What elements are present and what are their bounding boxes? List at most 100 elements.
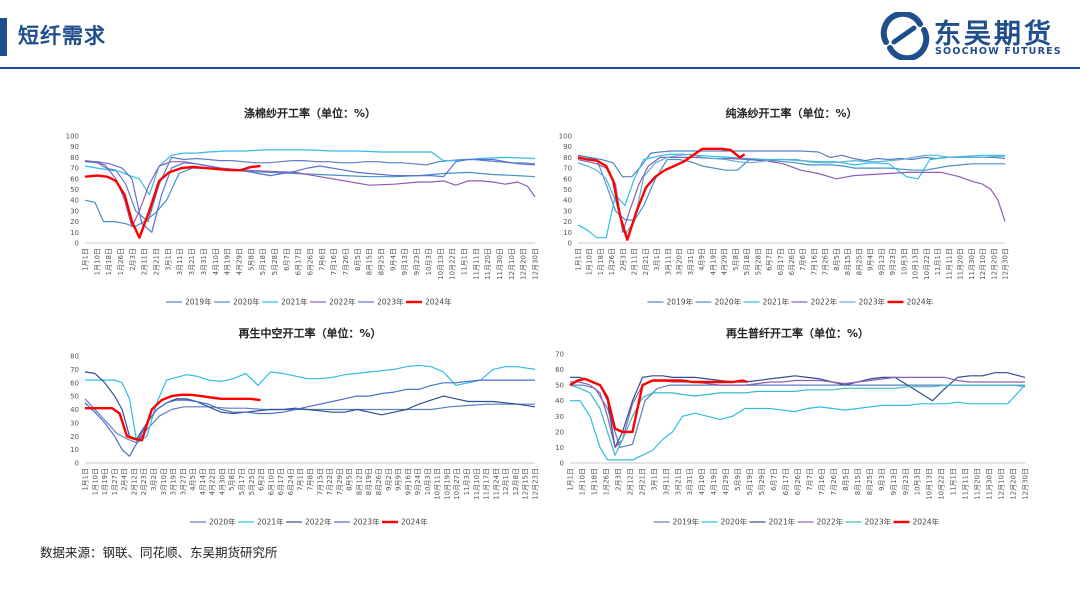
x-tick-label: 9月16日 bbox=[404, 468, 412, 495]
legend-label: 2023年 bbox=[377, 297, 404, 307]
x-tick-label: 10月3日 bbox=[900, 248, 908, 275]
y-tick-label: 30 bbox=[70, 207, 79, 215]
y-tick-label: 60 bbox=[70, 379, 79, 387]
legend-label: 2020年 bbox=[209, 517, 236, 527]
y-tick-label: 0 bbox=[560, 460, 564, 468]
x-tick-label: 7月8日 bbox=[307, 468, 315, 491]
legend-label: 2020年 bbox=[715, 297, 742, 307]
y-tick-label: 70 bbox=[563, 165, 572, 173]
x-tick-label: 9月2日 bbox=[385, 468, 393, 491]
x-tick-label: 11月17日 bbox=[483, 468, 491, 500]
x-tick-label: 2月21日 bbox=[153, 248, 161, 275]
legend-label: 2019年 bbox=[667, 297, 694, 307]
y-tick-label: 10 bbox=[555, 444, 564, 452]
x-tick-label: 12月30日 bbox=[532, 248, 540, 280]
chart-polyester-cotton-yarn: 涤棉纱开工率（单位：%） 0 10 20 30 40 50 60 70 80 90 100 1月1日 1月… bbox=[40, 98, 540, 313]
x-tick-label: 6月7日 bbox=[766, 248, 774, 271]
x-tick-label: 7月15日 bbox=[316, 468, 324, 495]
chart-title: 再生中空开工率（单位：%） bbox=[238, 326, 381, 340]
legend-label: 2019年 bbox=[673, 517, 700, 527]
y-tick-label: 70 bbox=[70, 165, 79, 173]
x-tick-label: 11月24日 bbox=[492, 468, 500, 500]
x-tick-label: 12月30日 bbox=[1022, 468, 1030, 500]
x-tick-label: 5月25日 bbox=[248, 468, 256, 495]
x-tick-label: 12月23日 bbox=[532, 468, 540, 500]
y-tick-label: 0 bbox=[568, 240, 572, 248]
x-tick-label: 1月10日 bbox=[91, 468, 99, 495]
y-tick-label: 0 bbox=[75, 240, 79, 248]
legend-label: 2021年 bbox=[763, 297, 790, 307]
legend-label: 2024年 bbox=[401, 517, 428, 527]
x-tick-label: 8月5日 bbox=[354, 248, 362, 271]
chart-pure-polyester-yarn: 纯涤纱开工率（单位：%） 0 10 20 30 40 50 60 70 80 90 100 1月1日 1月… bbox=[540, 98, 1040, 313]
series-line bbox=[85, 364, 536, 444]
x-tick-label: 6月10日 bbox=[267, 468, 275, 495]
x-tick-label: 12月30日 bbox=[1002, 248, 1010, 280]
x-tick-label: 11月20日 bbox=[974, 468, 982, 500]
legend-label: 2022年 bbox=[817, 517, 844, 527]
x-tick-label: 9月4日 bbox=[867, 248, 875, 271]
series-line bbox=[570, 376, 1025, 448]
x-tick-label: 7月26日 bbox=[830, 468, 838, 495]
x-tick-label: 11月20日 bbox=[484, 248, 492, 280]
legend-label: 2019年 bbox=[185, 297, 212, 307]
x-tick-label: 4月5日 bbox=[189, 468, 197, 491]
x-tick-label: 11月3日 bbox=[463, 468, 471, 495]
source-note: 数据来源：钢联、同花顺、东吴期货研究所 bbox=[40, 545, 278, 560]
x-tick-label: 1月18日 bbox=[590, 468, 598, 495]
legend-label: 2021年 bbox=[769, 517, 796, 527]
legend-label: 2023年 bbox=[353, 517, 380, 527]
x-tick-label: 6月24日 bbox=[287, 468, 295, 495]
header-accent-bar bbox=[0, 18, 7, 56]
series-line bbox=[85, 393, 261, 442]
x-tick-label: 5月8日 bbox=[247, 248, 255, 271]
x-tick-label: 1月27日 bbox=[111, 468, 119, 495]
x-tick-label: 11月11日 bbox=[962, 468, 970, 500]
x-tick-label: 3月1日 bbox=[653, 248, 661, 271]
y-tick-label: 60 bbox=[70, 175, 79, 183]
x-tick-label: 11月1日 bbox=[460, 248, 468, 275]
x-tick-label: 5月18日 bbox=[259, 248, 267, 275]
x-tick-label: 12月10日 bbox=[979, 248, 987, 280]
x-tick-label: 1月18日 bbox=[597, 248, 605, 275]
series-line bbox=[84, 149, 536, 196]
brand-logo: 东吴期货 SOOCHOW FUTURES bbox=[880, 10, 1070, 62]
y-tick-label: 90 bbox=[70, 143, 79, 151]
x-tick-label: 7月7日 bbox=[806, 468, 814, 491]
x-tick-label: 1月19日 bbox=[101, 468, 109, 495]
y-tick-label: 10 bbox=[70, 446, 79, 454]
series-line bbox=[85, 158, 536, 233]
y-tick-label: 80 bbox=[70, 353, 79, 361]
x-tick-label: 7月16日 bbox=[818, 468, 826, 495]
x-tick-label: 7月6日 bbox=[799, 248, 807, 271]
x-tick-label: 3月2日 bbox=[150, 468, 158, 491]
x-tick-label: 1月26日 bbox=[117, 248, 125, 275]
x-tick-label: 12月20日 bbox=[1010, 468, 1018, 500]
x-tick-label: 9月13日 bbox=[890, 468, 898, 495]
x-tick-label: 5月8日 bbox=[732, 248, 740, 271]
x-tick-label: 8月15日 bbox=[844, 248, 852, 275]
x-tick-label: 12月10日 bbox=[998, 468, 1006, 500]
legend-label: 2022年 bbox=[329, 297, 356, 307]
series-line bbox=[570, 384, 1026, 448]
x-tick-label: 10月11日 bbox=[434, 468, 442, 500]
x-tick-label: 6月26日 bbox=[307, 248, 315, 275]
legend-label: 2020年 bbox=[233, 297, 260, 307]
x-tick-label: 2月3日 bbox=[614, 468, 622, 491]
x-tick-label: 11月30日 bbox=[968, 248, 976, 280]
series-line bbox=[84, 156, 536, 223]
x-tick-label: 6月17日 bbox=[277, 468, 285, 495]
y-tick-label: 30 bbox=[563, 207, 572, 215]
x-tick-label: 7月26日 bbox=[822, 248, 830, 275]
x-tick-label: 1月10日 bbox=[578, 468, 586, 495]
y-tick-label: 40 bbox=[70, 197, 79, 205]
x-tick-label: 4月19日 bbox=[709, 248, 717, 275]
x-tick-label: 2月23日 bbox=[140, 468, 148, 495]
y-tick-label: 20 bbox=[555, 428, 564, 436]
y-tick-label: 50 bbox=[70, 393, 79, 401]
legend-label: 2024年 bbox=[907, 297, 934, 307]
x-tick-label: 2月3日 bbox=[619, 248, 627, 271]
x-tick-label: 8月12日 bbox=[355, 468, 363, 495]
